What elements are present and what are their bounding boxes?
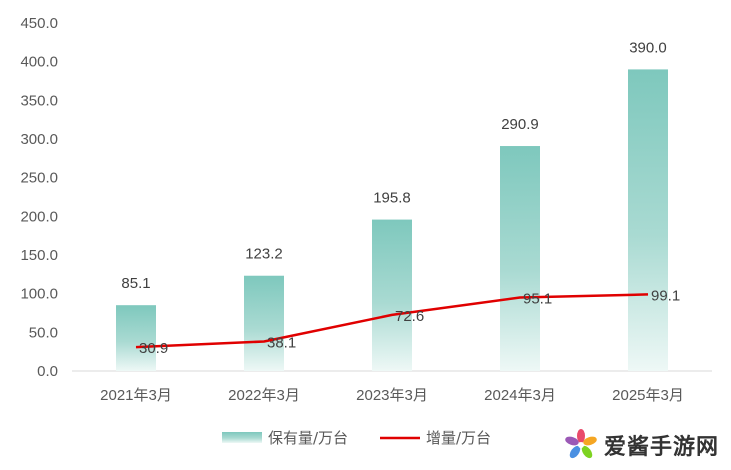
bar-data-label: 290.9 [501, 116, 539, 133]
line-data-label: 72.6 [395, 308, 424, 325]
y-tick-label: 350.0 [20, 92, 58, 109]
y-tick-label: 250.0 [20, 170, 58, 187]
x-tick-label: 2025年3月 [612, 387, 684, 404]
bar-data-label: 85.1 [121, 275, 150, 292]
legend: 保有量/万台 增量/万台 [222, 429, 491, 447]
y-tick-label: 200.0 [20, 208, 58, 225]
bar-data-label: 123.2 [245, 246, 283, 263]
y-tick-label: 50.0 [29, 324, 58, 341]
x-tick-label: 2024年3月 [484, 387, 556, 404]
bar-data-label: 390.0 [629, 39, 667, 56]
bar-data-label: 195.8 [373, 190, 411, 207]
bar [116, 305, 156, 371]
legend-line-label: 增量/万台 [426, 429, 491, 447]
x-tick-label: 2023年3月 [356, 387, 428, 404]
line-data-label: 99.1 [651, 287, 680, 304]
line-data-labels: 30.9 38.1 72.6 95.1 99.1 [135, 287, 680, 357]
x-axis: 2021年3月 2022年3月 2023年3月 2024年3月 2025年3月 [100, 387, 684, 404]
bar [372, 219, 412, 371]
line-data-label: 38.1 [267, 335, 296, 352]
pinwheel-logo-icon [565, 429, 597, 459]
y-tick-label: 300.0 [20, 131, 58, 148]
watermark: 爱酱手游网 [564, 428, 719, 462]
watermark-text: 爱酱手游网 [603, 435, 719, 460]
bar [500, 146, 540, 371]
bar [628, 69, 668, 372]
y-tick-label: 150.0 [20, 247, 58, 264]
line-data-label: 95.1 [523, 290, 552, 307]
y-tick-label: 100.0 [20, 286, 58, 303]
y-axis: 0.0 50.0 100.0 150.0 200.0 250.0 300.0 350.0 400… [20, 15, 58, 380]
legend-bar-label: 保有量/万台 [268, 429, 348, 447]
x-tick-label: 2021年3月 [100, 387, 172, 404]
line-data-label: 30.9 [139, 340, 168, 357]
legend-bar-swatch [222, 432, 262, 443]
bar-series: 85.1 123.2 195.8 290.9 390.0 [116, 39, 668, 372]
y-tick-label: 450.0 [20, 15, 58, 32]
bar [244, 275, 284, 371]
y-tick-label: 400.0 [20, 54, 58, 71]
x-tick-label: 2022年3月 [228, 387, 300, 404]
y-tick-label: 0.0 [37, 363, 58, 380]
